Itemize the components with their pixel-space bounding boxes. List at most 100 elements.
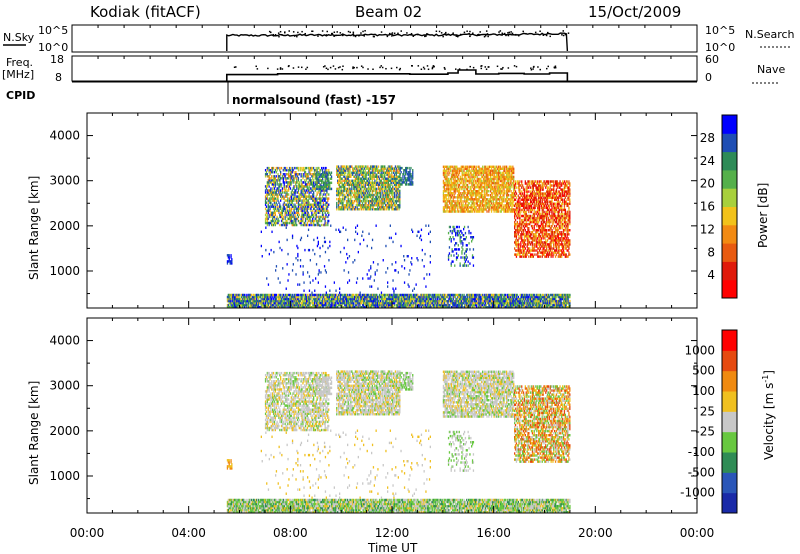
power-pixel <box>427 293 430 297</box>
power-pixel <box>262 293 264 297</box>
nsearch-dot <box>505 34 507 37</box>
power-pixel <box>347 299 350 303</box>
power-pixel <box>321 303 323 307</box>
nave-dot <box>485 68 488 70</box>
power-pixel <box>351 301 353 305</box>
power-pixel <box>346 295 348 299</box>
nave-dot <box>301 66 303 69</box>
power-pixel <box>314 306 316 309</box>
power-pixel <box>333 295 335 299</box>
power-pixel <box>346 301 348 305</box>
power-pixel <box>379 295 382 299</box>
power-pixel <box>365 301 367 305</box>
power-pixel <box>383 301 385 305</box>
power-pixel <box>276 295 278 299</box>
power-pixel <box>305 293 307 297</box>
power-pixel <box>349 171 351 174</box>
power-pixel <box>357 301 359 305</box>
nave-dot <box>287 65 290 68</box>
power-pixel <box>231 293 233 297</box>
power-pixel <box>350 299 352 303</box>
power-pixel <box>307 297 309 301</box>
power-pixel <box>339 295 342 299</box>
power-pixel <box>321 295 323 299</box>
power-pixel <box>369 306 371 309</box>
power-pixel <box>299 306 301 309</box>
nsearch-dot <box>393 32 396 35</box>
power-pixel <box>313 303 315 307</box>
nsearch-dot <box>364 30 366 32</box>
power-pixel <box>381 293 383 297</box>
power-pixel <box>231 306 233 309</box>
power-pixel <box>295 205 297 208</box>
cpid-text: normalsound (fast) -157 <box>232 93 396 107</box>
power-pixel <box>385 295 387 299</box>
power-pixel <box>295 301 297 305</box>
power-pixel <box>325 306 327 309</box>
power-pixel <box>374 297 376 301</box>
power-pixel <box>377 306 379 309</box>
power-pixel <box>322 303 324 307</box>
power-pixel <box>318 301 320 305</box>
power-pixel <box>333 306 335 309</box>
power-pixel <box>293 301 295 305</box>
power-pixel <box>432 301 434 305</box>
power-pixel <box>303 166 305 170</box>
power-pixel <box>405 306 407 309</box>
power-pixel <box>373 299 375 303</box>
power-pixel <box>282 301 285 305</box>
nave-dot <box>537 66 539 68</box>
power-pixel <box>251 301 253 305</box>
power-pixel <box>392 295 394 299</box>
nsearch-dot <box>517 34 520 37</box>
nsearch-dot <box>452 32 454 34</box>
power-pixel <box>252 306 254 309</box>
power-pixel <box>334 295 336 299</box>
power-pixel <box>325 297 327 301</box>
power-pixel <box>357 303 359 307</box>
power-pixel <box>282 297 285 301</box>
power-pixel <box>331 301 334 305</box>
nave-dot <box>329 66 332 69</box>
power-pixel <box>235 295 237 299</box>
power-pixel <box>320 297 322 301</box>
power-pixel <box>432 295 434 299</box>
power-pixel <box>407 301 409 305</box>
power-pixel <box>285 303 287 307</box>
power-pixel <box>285 301 287 305</box>
power-pixel <box>247 293 249 297</box>
power-pixel <box>299 169 301 172</box>
power-pixel <box>341 306 343 309</box>
power-pixel <box>286 297 288 301</box>
power-pixel <box>344 293 346 297</box>
nave-dot <box>420 68 423 71</box>
nave-dot <box>281 68 284 70</box>
power-pixel <box>300 306 302 309</box>
power-pixel <box>266 306 269 309</box>
power-pixel <box>388 295 390 299</box>
power-pixel <box>237 306 239 309</box>
power-pixel <box>326 303 328 307</box>
nave-dot <box>458 68 461 70</box>
power-pixel <box>254 306 256 309</box>
power-pixel <box>402 293 404 297</box>
power-pixel <box>288 299 290 303</box>
power-pixel <box>350 191 352 195</box>
nsearch-dot <box>478 34 481 36</box>
power-pixel <box>417 301 419 305</box>
power-pixel <box>247 303 249 307</box>
power-pixel <box>305 306 307 309</box>
power-pixel <box>234 299 237 303</box>
power-pixel <box>332 301 334 305</box>
power-pixel <box>435 306 437 309</box>
power-pixel <box>370 293 372 297</box>
power-pixel <box>330 295 333 299</box>
power-pixel <box>297 295 299 299</box>
power-pixel <box>427 306 430 309</box>
power-pixel <box>268 306 270 309</box>
power-pixel <box>426 306 428 309</box>
power-pixel <box>264 293 266 297</box>
power-pixel <box>399 301 401 305</box>
nave-dot <box>385 67 387 70</box>
power-pixel <box>303 293 305 297</box>
